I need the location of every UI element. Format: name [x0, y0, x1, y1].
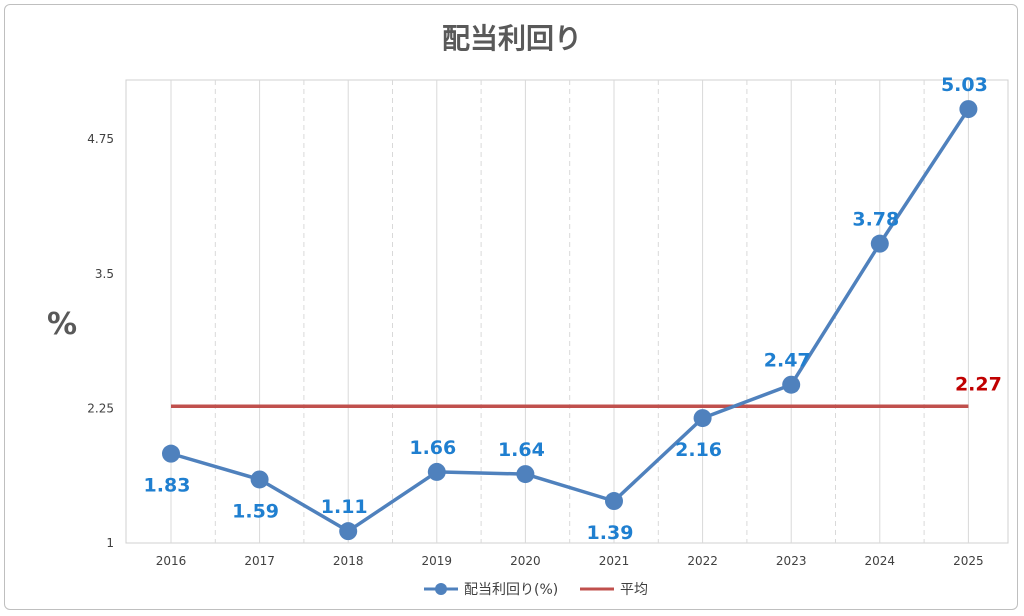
x-tick-label: 2018	[333, 554, 364, 568]
legend-yield-label: 配当利回り(%)	[464, 582, 558, 598]
chart-frame	[4, 4, 1018, 610]
y-tick-label: 3.5	[95, 267, 114, 281]
yield-point	[605, 492, 623, 511]
x-tick-label: 2020	[510, 554, 541, 568]
data-label: 2.47	[764, 350, 811, 372]
grid-lines	[170, 80, 969, 543]
yield-point	[870, 234, 889, 253]
data-labels: 1.83 1.59 1.11 1.66 1.64 1.39 2.16 2.47 3.78 5.03	[144, 74, 988, 544]
legend: 配当利回り(%) 平均	[424, 582, 648, 598]
y-axis-ticks: 1 2.25 3.5 4.75	[87, 132, 114, 550]
y-tick-label: 1	[106, 536, 114, 550]
yield-point	[427, 462, 446, 481]
x-tick-label: 2024	[865, 554, 896, 568]
average-label: 2.27	[955, 373, 1002, 395]
yield-point	[782, 375, 801, 394]
yield-point	[162, 444, 180, 463]
legend-yield-marker	[435, 583, 447, 595]
data-label: 3.78	[852, 209, 899, 231]
yield-series	[162, 100, 978, 541]
yield-line	[170, 108, 970, 533]
x-tick-label: 2022	[687, 554, 718, 568]
legend-average-label: 平均	[620, 582, 648, 598]
x-tick-label: 2023	[776, 554, 807, 568]
x-tick-label: 2017	[244, 554, 275, 568]
y-tick-label: 2.25	[87, 401, 114, 415]
x-tick-label: 2019	[422, 554, 453, 568]
x-tick-label: 2016	[156, 554, 187, 568]
data-label: 1.59	[232, 500, 279, 522]
yield-point	[250, 470, 269, 489]
x-tick-label: 2021	[599, 554, 630, 568]
x-tick-label: 2025	[953, 554, 984, 568]
data-label: 1.66	[409, 437, 456, 459]
data-label: 1.83	[144, 475, 191, 497]
data-label: 1.39	[587, 522, 634, 544]
y-axis-label: %	[47, 307, 77, 342]
chart-title: 配当利回り	[442, 22, 582, 55]
data-label: 1.11	[321, 496, 368, 518]
plot-area	[125, 79, 1009, 544]
x-axis-ticks: 2016 2017 2018 2019 2020 2021 2022 2023 2024 2025	[156, 554, 984, 568]
data-label: 5.03	[941, 74, 988, 96]
y-tick-label: 4.75	[87, 132, 114, 146]
data-label: 1.64	[498, 439, 545, 461]
average-series: 2.27	[171, 373, 1002, 409]
yield-point	[339, 522, 358, 541]
yield-point	[959, 100, 978, 119]
yield-point	[516, 465, 535, 484]
data-label: 2.16	[675, 439, 722, 461]
yield-point	[693, 409, 712, 428]
